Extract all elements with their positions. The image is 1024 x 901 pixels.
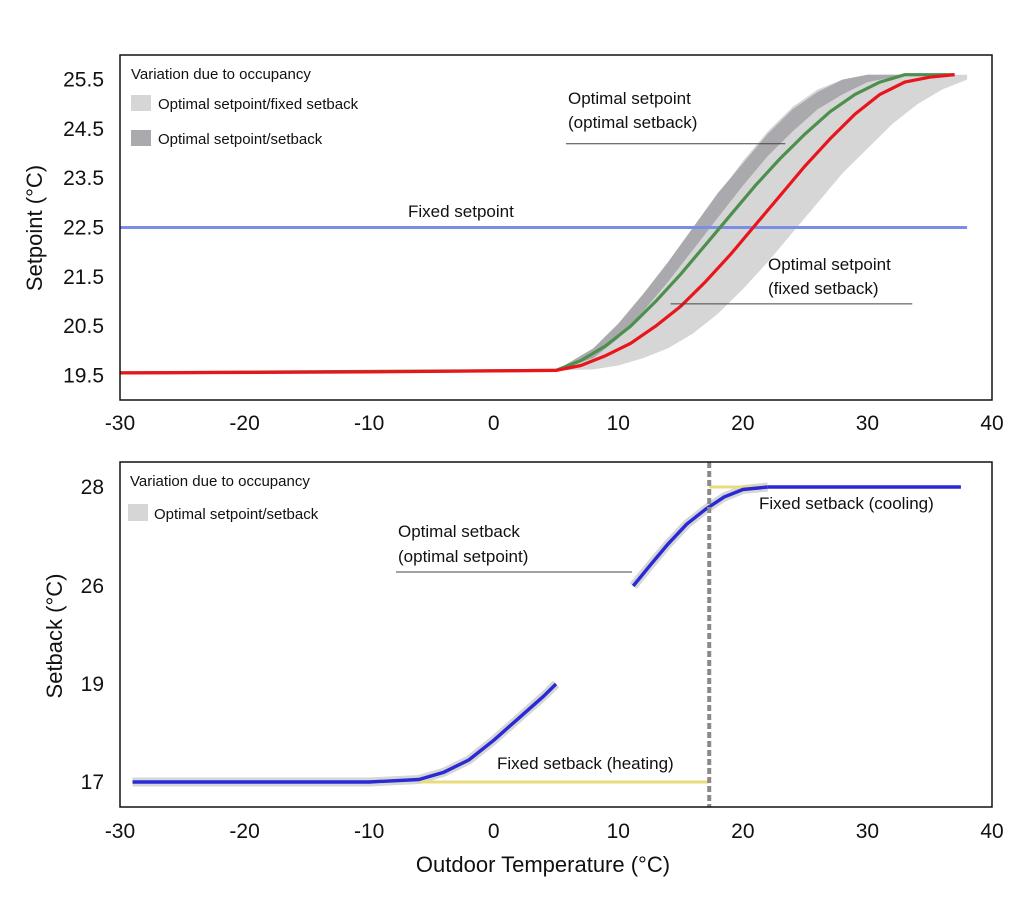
x-tick-label: -20	[229, 820, 259, 843]
legend-title: Variation due to occupancy	[131, 66, 311, 83]
annotation-optimal-setpoint-b: Optimal setpoint	[768, 255, 891, 274]
setback-lines	[132, 482, 961, 787]
legend-top: Variation due to occupancy Optimal setpo…	[131, 66, 359, 148]
x-tick-label: 30	[856, 820, 879, 843]
setpoint-lines	[119, 73, 968, 375]
y-axis-title-bottom: Setback (°C)	[42, 574, 67, 699]
variation-halo-optimal	[629, 482, 769, 589]
series-optimal-setback-heating	[132, 682, 558, 784]
legend-label: Optimal setpoint/setback	[154, 506, 319, 523]
y-axis-title-top: Setpoint (°C)	[22, 165, 47, 291]
y-tick-label: 17	[81, 771, 104, 794]
annotation-optimal-setpoint: (optimal setpoint)	[398, 547, 528, 566]
band-optimal-setpoint-setback	[556, 74, 918, 371]
y-tick-label: 19.5	[63, 364, 104, 387]
x-tick-label: 10	[607, 820, 630, 843]
annotation-optimal-setpoint-a: Optimal setpoint	[568, 89, 691, 108]
x-tick-label: 20	[731, 412, 754, 435]
plot-frame-top	[119, 54, 993, 401]
legend-swatch	[131, 130, 151, 146]
y-axis-bottom: 17 19 26 28	[81, 476, 104, 794]
annotation-fixed-setback: (fixed setback)	[768, 279, 879, 298]
y-tick-label: 26	[81, 575, 104, 598]
x-tick-label: -20	[229, 412, 259, 435]
x-tick-label: -30	[105, 412, 135, 435]
series-optimal-setback-optimal-setpoint	[631, 485, 768, 588]
annotation-fixed-setpoint: Fixed setpoint	[408, 202, 514, 221]
y-tick-label: 20.5	[63, 315, 104, 338]
x-tick-label: -10	[354, 820, 384, 843]
legend-swatch	[128, 504, 148, 521]
series-optimal-setpoint-optimal-setback	[119, 73, 955, 375]
x-tick-label: 40	[980, 820, 1003, 843]
y-tick-label: 19	[81, 673, 104, 696]
setback-panel: 17 19 26 28 -30 -20 -10 0 10 20 30 40 Se…	[42, 461, 1004, 877]
annotation-fixed-setback-heating: Fixed setback (heating)	[497, 754, 674, 773]
x-tick-label: 40	[980, 412, 1003, 435]
y-tick-label: 22.5	[63, 217, 104, 240]
plot-frame-bottom	[119, 461, 993, 808]
legend-label: Optimal setpoint/setback	[158, 131, 323, 148]
series-optimal-setpoint-fixed-setback	[119, 73, 955, 375]
annotation-optimal-setback: Optimal setback	[398, 522, 520, 541]
annotation-optimal-setback: (optimal setback)	[568, 113, 697, 132]
x-axis-title: Outdoor Temperature (°C)	[416, 852, 670, 877]
x-axis-bottom: -30 -20 -10 0 10 20 30 40	[105, 820, 1004, 843]
x-tick-label: 0	[488, 412, 500, 435]
y-axis-top: 19.5 20.5 21.5 22.5 23.5 24.5 25.5	[63, 69, 104, 388]
variation-halo-heating	[132, 680, 560, 787]
x-tick-label: 10	[607, 412, 630, 435]
legend-label: Optimal setpoint/fixed setback	[158, 96, 359, 113]
legend-bottom: Variation due to occupancy Optimal setpo…	[128, 473, 319, 523]
x-tick-label: 0	[488, 820, 500, 843]
annotation-fixed-setback-cooling: Fixed setback (cooling)	[759, 494, 934, 513]
y-tick-label: 24.5	[63, 118, 104, 141]
x-axis-top: -30 -20 -10 0 10 20 30 40	[105, 412, 1004, 435]
x-tick-label: -30	[105, 820, 135, 843]
legend-swatch	[131, 95, 151, 111]
y-tick-label: 28	[81, 476, 104, 499]
y-tick-label: 23.5	[63, 167, 104, 190]
x-tick-label: 20	[731, 820, 754, 843]
y-tick-label: 21.5	[63, 266, 104, 289]
x-tick-label: 30	[856, 412, 879, 435]
x-tick-label: -10	[354, 412, 384, 435]
setpoint-panel: 19.5 20.5 21.5 22.5 23.5 24.5 25.5 -30 -…	[22, 54, 1004, 435]
legend-title: Variation due to occupancy	[130, 473, 310, 490]
y-tick-label: 25.5	[63, 69, 104, 92]
